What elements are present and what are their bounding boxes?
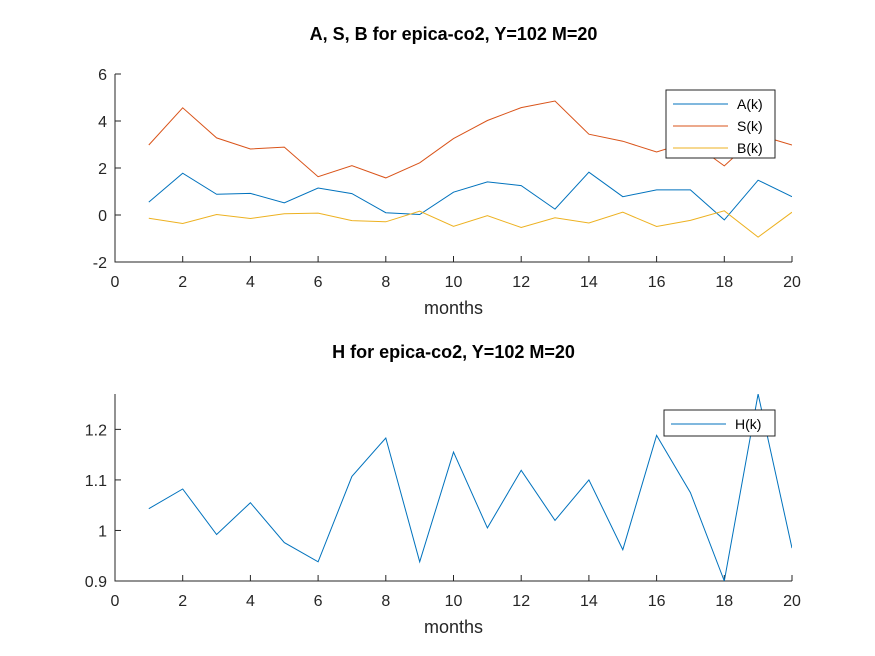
x-tick-label-abs: 6 — [314, 274, 323, 291]
legend-label-ak: A(k) — [737, 96, 763, 112]
y-tick-label-abs: 4 — [98, 114, 107, 131]
y-tick-label-abs: 2 — [98, 161, 107, 178]
y-tick-label-abs: -2 — [93, 255, 107, 272]
x-tick-label-h: 20 — [783, 593, 801, 610]
x-tick-label-abs: 2 — [178, 274, 187, 291]
legend-label-sk: S(k) — [737, 118, 763, 134]
x-tick-label-abs: 18 — [715, 274, 733, 291]
x-tick-label-h: 2 — [178, 593, 187, 610]
x-tick-label-h: 4 — [246, 593, 255, 610]
x-tick-label-abs: 0 — [111, 274, 120, 291]
series-line-bk — [148, 210, 792, 238]
x-tick-label-h: 12 — [512, 593, 530, 610]
x-tick-label-h: 10 — [445, 593, 463, 610]
x-tick-label-h: 6 — [314, 593, 323, 610]
x-tick-label-abs: 8 — [381, 274, 390, 291]
legend-box-abs — [665, 89, 776, 159]
x-tick-label-abs: 4 — [246, 274, 255, 291]
series-line-ak — [148, 171, 792, 221]
y-tick-label-h: 1.2 — [85, 422, 107, 439]
chart-title-abs: A, S, B for epica-co2, Y=102 M=20 — [310, 24, 598, 44]
y-tick-label-h: 1.1 — [85, 473, 107, 490]
x-tick-label-abs: 12 — [512, 274, 530, 291]
x-tick-label-h: 16 — [648, 593, 666, 610]
series-line-hk — [148, 394, 792, 581]
legend-label-hk: H(k) — [735, 416, 761, 432]
x-tick-label-h: 14 — [580, 593, 598, 610]
x-tick-label-h: 0 — [111, 593, 120, 610]
x-tick-label-abs: 20 — [783, 274, 801, 291]
y-tick-label-abs: 6 — [98, 67, 107, 84]
x-tick-label-abs: 16 — [648, 274, 666, 291]
x-tick-label-h: 8 — [381, 593, 390, 610]
y-tick-label-h: 0.9 — [85, 574, 107, 591]
legend-box-h — [663, 409, 776, 437]
chart-title-h: H for epica-co2, Y=102 M=20 — [332, 342, 575, 362]
y-tick-label-h: 1 — [98, 523, 107, 540]
legend-label-bk: B(k) — [737, 140, 763, 156]
x-axis-label-abs: months — [424, 298, 483, 318]
x-tick-label-h: 18 — [715, 593, 733, 610]
bottom-axes-h: H for epica-co2, Y=102 M=20 months 0 2 4 6 8… — [85, 342, 801, 637]
x-axis-label-h: months — [424, 617, 483, 637]
y-tick-label-abs: 0 — [98, 208, 107, 225]
top-axes-abs: A, S, B for epica-co2, Y=102 M=20 months… — [93, 24, 801, 318]
x-tick-label-abs: 14 — [580, 274, 598, 291]
x-tick-label-abs: 10 — [445, 274, 463, 291]
